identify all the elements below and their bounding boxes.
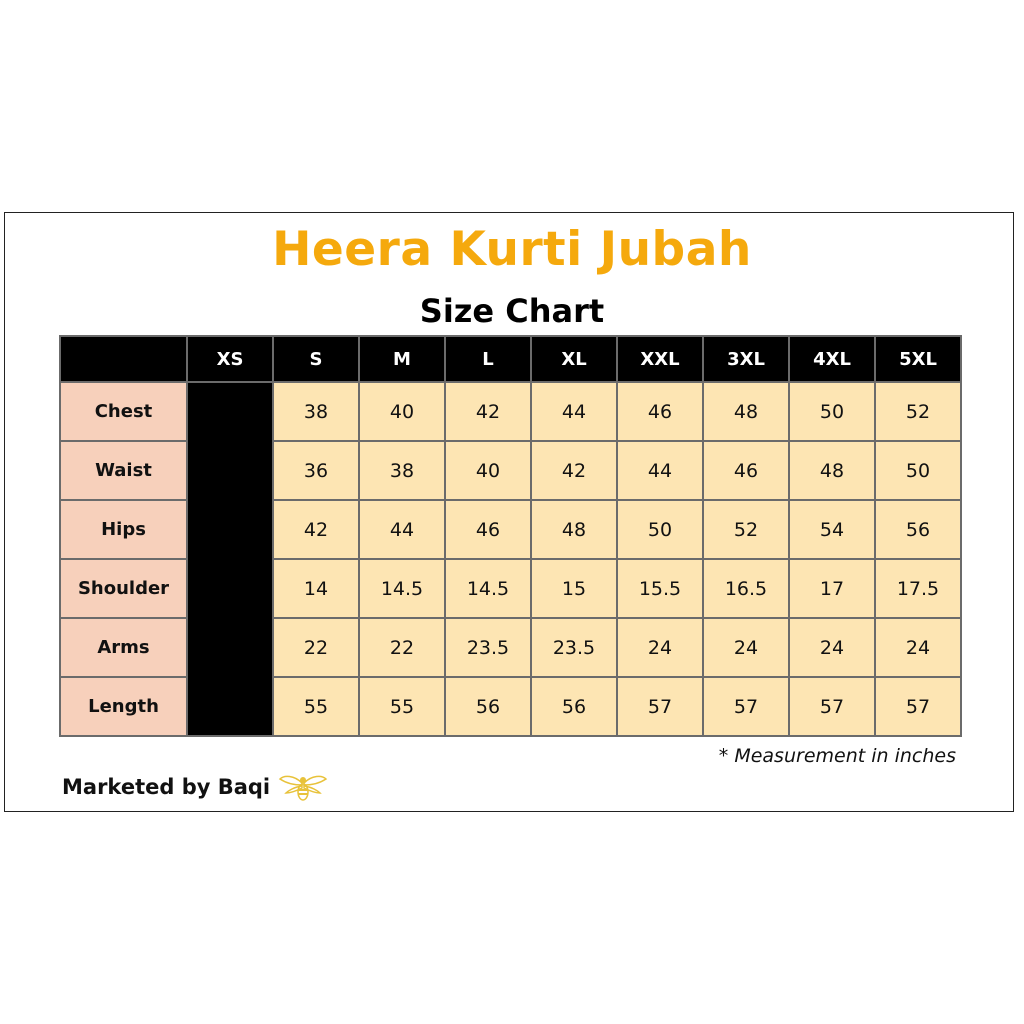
- value-cell: 16.5: [702, 558, 790, 619]
- value-cell: 14.5: [358, 558, 446, 619]
- value-cell: 17.5: [874, 558, 962, 619]
- value-cell: 44: [530, 381, 618, 442]
- value-cell: 48: [702, 381, 790, 442]
- value-cell: 24: [616, 617, 704, 678]
- value-cell: 48: [788, 440, 876, 501]
- size-header-xs: XS: [186, 335, 274, 383]
- value-cell: 50: [788, 381, 876, 442]
- table-row: Waist 36 38 40 42 44 46 48 50: [59, 440, 962, 501]
- value-cell: 24: [702, 617, 790, 678]
- value-cell: 56: [444, 676, 532, 737]
- table-row: Hips 42 44 46 48 50 52 54 56: [59, 499, 962, 560]
- value-cell: 46: [444, 499, 532, 560]
- value-cell: 15.5: [616, 558, 704, 619]
- value-cell: 42: [272, 499, 360, 560]
- value-cell: 57: [874, 676, 962, 737]
- value-cell: 40: [444, 440, 532, 501]
- table-row: Shoulder 14 14.5 14.5 15 15.5 16.5 17 17.5: [59, 558, 962, 619]
- size-header-xxl: XXL: [616, 335, 704, 383]
- value-cell: 15: [530, 558, 618, 619]
- value-cell: 44: [358, 499, 446, 560]
- value-cell: 23.5: [530, 617, 618, 678]
- chart-frame: [4, 212, 1014, 812]
- value-cell: 55: [358, 676, 446, 737]
- footer: Marketed by Baqi: [62, 771, 328, 803]
- value-cell: 42: [530, 440, 618, 501]
- corner-header: [59, 335, 188, 383]
- page-title: Heera Kurti Jubah: [272, 222, 752, 277]
- size-header-4xl: 4XL: [788, 335, 876, 383]
- value-cell: 50: [874, 440, 962, 501]
- value-cell: 57: [616, 676, 704, 737]
- value-cell: 56: [874, 499, 962, 560]
- size-header-s: S: [272, 335, 360, 383]
- row-label: Hips: [59, 499, 188, 560]
- value-cell: 52: [702, 499, 790, 560]
- row-label: Arms: [59, 617, 188, 678]
- table-row: Chest 38 40 42 44 46 48 50 52: [59, 381, 962, 737]
- value-cell: 24: [788, 617, 876, 678]
- value-cell: 23.5: [444, 617, 532, 678]
- size-header-3xl: 3XL: [702, 335, 790, 383]
- value-cell: 22: [272, 617, 360, 678]
- value-cell: 36: [272, 440, 360, 501]
- value-cell: 57: [702, 676, 790, 737]
- table-row: Arms 22 22 23.5 23.5 24 24 24 24: [59, 617, 962, 678]
- value-cell: 54: [788, 499, 876, 560]
- xs-column-blank: [186, 381, 274, 737]
- table-row: Length 55 55 56 56 57 57 57 57: [59, 676, 962, 737]
- value-cell: 14: [272, 558, 360, 619]
- value-cell: 46: [616, 381, 704, 442]
- size-header-5xl: 5XL: [874, 335, 962, 383]
- value-cell: 38: [272, 381, 360, 442]
- value-cell: 42: [444, 381, 532, 442]
- page-subtitle: Size Chart: [419, 292, 605, 330]
- value-cell: 56: [530, 676, 618, 737]
- value-cell: 38: [358, 440, 446, 501]
- size-header-m: M: [358, 335, 446, 383]
- row-label: Waist: [59, 440, 188, 501]
- size-header-l: L: [444, 335, 532, 383]
- value-cell: 46: [702, 440, 790, 501]
- row-label: Chest: [59, 381, 188, 442]
- value-cell: 55: [272, 676, 360, 737]
- value-cell: 17: [788, 558, 876, 619]
- value-cell: 52: [874, 381, 962, 442]
- marketed-by-text: Marketed by Baqi: [62, 775, 271, 799]
- value-cell: 22: [358, 617, 446, 678]
- value-cell: 57: [788, 676, 876, 737]
- value-cell: 14.5: [444, 558, 532, 619]
- measurement-note: * Measurement in inches: [718, 745, 956, 767]
- value-cell: 24: [874, 617, 962, 678]
- row-label: Length: [59, 676, 188, 737]
- bee-icon: [278, 775, 328, 801]
- value-cell: 44: [616, 440, 704, 501]
- value-cell: 50: [616, 499, 704, 560]
- value-cell: 48: [530, 499, 618, 560]
- value-cell: 40: [358, 381, 446, 442]
- size-table: XS S M L XL XXL 3XL 4XL 5XL Chest 38 40 42 44 46 48 50 52…: [59, 335, 962, 737]
- size-header-xl: XL: [530, 335, 618, 383]
- row-label: Shoulder: [59, 558, 188, 619]
